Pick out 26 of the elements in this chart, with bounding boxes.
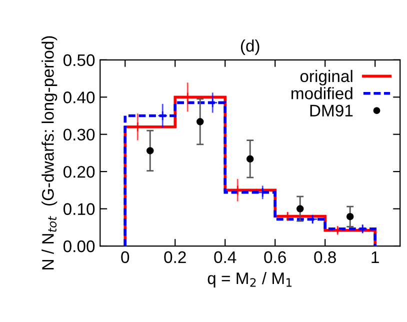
point — [158, 110, 168, 121]
x-tick-label: 0 — [121, 251, 130, 264]
point — [332, 225, 343, 236]
point — [246, 155, 254, 163]
y-axis-title: N / N$_{tot}$ (G-dwarfs: long-period) — [42, 36, 58, 270]
y-tick-label: 0.10 — [63, 203, 95, 215]
point — [196, 118, 204, 126]
point — [358, 224, 368, 234]
x-tick-label: 0.4 — [214, 251, 236, 264]
point — [146, 147, 154, 154]
x-axis-title: q = M$_{2}$ / M$_{1}$ — [208, 272, 292, 288]
y-tick-label: 0.00 — [63, 240, 95, 252]
legend-label: original — [300, 70, 352, 86]
legend-label: DM91 — [310, 104, 353, 117]
legend-label: modified — [292, 87, 352, 100]
x-tick-label: 0.2 — [164, 251, 186, 264]
point — [346, 212, 354, 220]
x-tick-label: 1 — [372, 251, 379, 263]
y-tick-label: 0.40 — [63, 92, 95, 104]
x-tick-label: 0.8 — [314, 251, 336, 264]
y-tick-label: 0.50 — [63, 54, 95, 66]
chart-title: (d) — [240, 39, 260, 56]
x-tick-label: 0.6 — [264, 251, 286, 264]
y-tick-label: 0.30 — [63, 128, 95, 141]
point — [296, 205, 304, 212]
y-tick-label: 0.20 — [63, 166, 95, 178]
